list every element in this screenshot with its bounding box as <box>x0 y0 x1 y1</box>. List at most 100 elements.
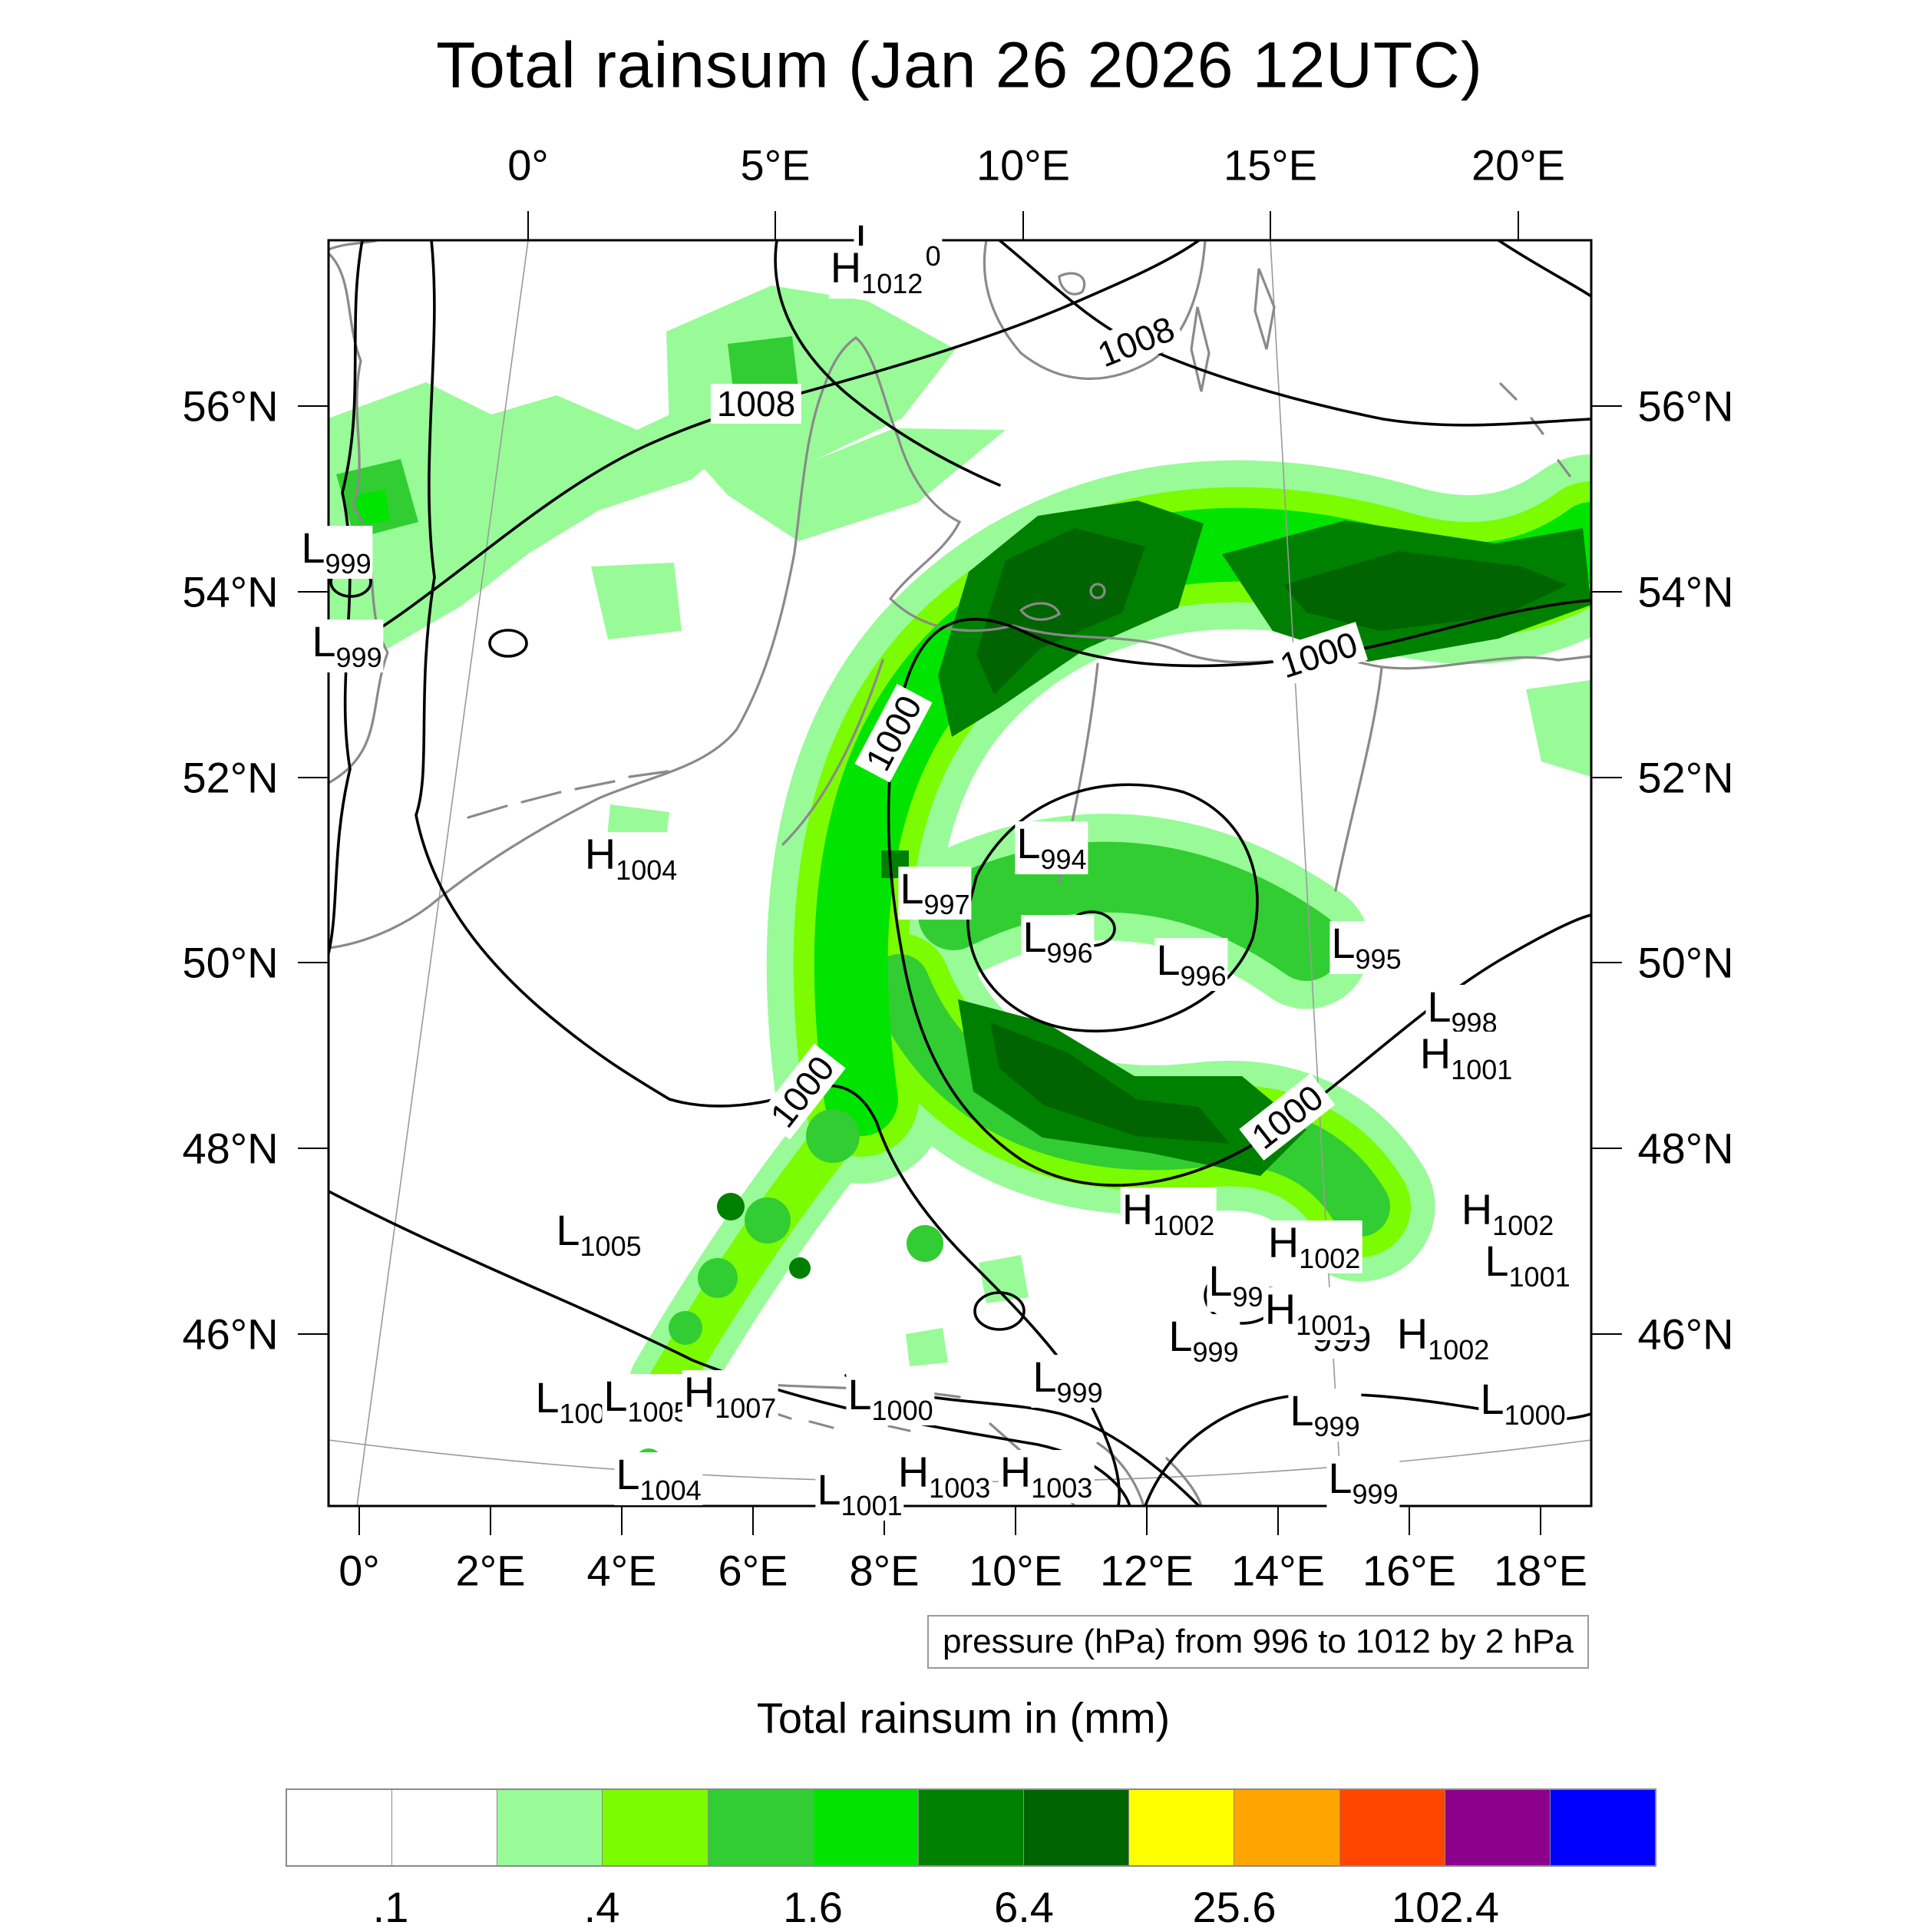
pressure-system-label: H1002 <box>1120 1187 1217 1241</box>
bottom-axis-label: 10°E <box>968 1546 1063 1595</box>
pressure-value: 1002 <box>1428 1334 1490 1366</box>
pressure-value: 997 <box>923 889 970 921</box>
pressure-letter: L <box>535 1373 560 1422</box>
colorbar-cell <box>1550 1790 1656 1865</box>
precipitation-shading <box>329 286 1591 1504</box>
colorbar-tick-label: 25.6 <box>1192 1883 1277 1931</box>
top-axis-label: 10°E <box>976 140 1071 190</box>
pressure-value: 999 <box>1313 1411 1360 1443</box>
bottom-axis-label: 6°E <box>718 1546 788 1595</box>
right-axis-tick <box>1591 1333 1622 1335</box>
pressure-legend: pressure (hPa) from 996 to 1012 by 2 hPa <box>927 1615 1589 1669</box>
pressure-value: 1001 <box>841 1490 903 1522</box>
pressure-value: 1012 <box>861 268 923 300</box>
colorbar-cell <box>1445 1790 1551 1865</box>
bottom-axis-tick <box>1277 1506 1279 1535</box>
pressure-letter: L <box>1485 1237 1509 1286</box>
pressure-letter: H <box>1396 1309 1429 1359</box>
left-axis-tick <box>298 1333 329 1335</box>
pressure-letter: L <box>1016 819 1041 868</box>
pressure-value: 1001 <box>1296 1309 1358 1342</box>
isobar-value-label: 1000 <box>1269 621 1369 689</box>
pressure-letter: H <box>1461 1185 1493 1234</box>
pressure-value: 1005 <box>627 1396 689 1428</box>
pressure-letter: L <box>312 617 336 666</box>
pressure-letter: L <box>603 1372 628 1421</box>
left-axis-label: 46°N <box>182 1309 279 1359</box>
pressure-letter: L <box>1022 913 1047 962</box>
pressure-letter: L <box>847 1370 872 1419</box>
colorbar-cell <box>708 1790 814 1865</box>
pressure-value: 1005 <box>580 1230 642 1263</box>
pressure-value: 1001 <box>1508 1261 1571 1293</box>
top-axis-tick <box>1022 211 1024 240</box>
pressure-value: 999 <box>325 548 372 580</box>
right-axis-tick <box>1591 777 1622 778</box>
top-axis-label: 5°E <box>740 140 811 190</box>
right-axis-label: 50°N <box>1637 938 1734 987</box>
left-axis-tick <box>298 777 329 778</box>
pressure-system-label: H1002 <box>1459 1185 1556 1242</box>
bottom-axis-label: 16°E <box>1362 1546 1457 1595</box>
pressure-letter: L <box>556 1206 580 1255</box>
pressure-system-label: L994 <box>1015 819 1088 875</box>
right-axis-tick <box>1591 591 1622 593</box>
bottom-axis-tick <box>1146 1506 1148 1535</box>
isobar-value-label: 1008 <box>710 384 802 424</box>
left-axis-tick <box>298 405 329 407</box>
pressure-letter: H <box>683 1368 715 1417</box>
colorbar-tick-label: .1 <box>372 1883 409 1931</box>
pressure-value: 999 <box>1192 1336 1239 1369</box>
pressure-system-label: H1004 <box>583 832 679 886</box>
pressure-system-label: H1001 <box>1418 1032 1514 1085</box>
pressure-letter: L <box>900 864 924 913</box>
bottom-axis-label: 8°E <box>849 1546 920 1595</box>
pressure-value: 1002 <box>1492 1210 1554 1242</box>
bottom-axis-label: 12°E <box>1099 1546 1194 1595</box>
colorbar <box>286 1788 1656 1867</box>
pressure-value: 995 <box>1355 943 1402 976</box>
top-axis-tick <box>775 211 776 240</box>
left-axis-label: 50°N <box>182 938 279 987</box>
pressure-value: 1000 <box>871 1395 933 1427</box>
coastlines <box>329 240 1591 1506</box>
right-axis-label: 46°N <box>1637 1309 1734 1359</box>
bottom-axis-tick <box>490 1506 491 1535</box>
plot-title: Total rainsum (Jan 26 2026 12UTC) <box>436 28 1483 101</box>
isobar-value-label: 1008 <box>1086 305 1186 378</box>
pressure-letter: L <box>817 1465 841 1514</box>
pressure-value: 999 <box>335 642 382 674</box>
colorbar-cell <box>287 1790 393 1865</box>
colorbar-cell <box>392 1790 498 1865</box>
pressure-system-label: L995 <box>1329 919 1403 976</box>
pressure-system-label: L996 <box>1021 913 1095 969</box>
colorbar-cell <box>1234 1790 1340 1865</box>
bottom-axis-tick <box>1015 1506 1016 1535</box>
pressure-letter: L <box>1032 1352 1057 1402</box>
pressure-value: 1004 <box>639 1475 702 1507</box>
colorbar-cell <box>813 1790 919 1865</box>
pressure-system-label: H1003 <box>896 1448 993 1504</box>
colorbar-cell <box>1024 1790 1130 1865</box>
bottom-axis-tick <box>621 1506 623 1535</box>
pressure-letter: L <box>1331 919 1356 968</box>
colorbar-tick-label: 6.4 <box>994 1883 1054 1931</box>
colorbar-cell <box>1129 1790 1235 1865</box>
left-axis-label: 52°N <box>182 753 279 802</box>
pressure-letter: H <box>897 1448 930 1497</box>
pressure-letter: L <box>1156 936 1181 985</box>
pressure-letter: H <box>1264 1285 1296 1334</box>
pressure-system-label: L999 <box>299 526 373 580</box>
pressure-letter: L <box>1328 1454 1353 1503</box>
right-axis-label: 54°N <box>1637 567 1734 616</box>
pressure-system-label: L999 <box>1167 1314 1240 1369</box>
bottom-axis-tick <box>752 1506 754 1535</box>
pressure-system-label: L999 <box>310 617 384 674</box>
colorbar-tick-label: .4 <box>583 1883 620 1931</box>
top-axis-label: 20°E <box>1471 140 1566 190</box>
pressure-system-label: L1001 <box>815 1465 904 1522</box>
pressure-letter: L <box>1427 983 1452 1032</box>
colorbar-cell <box>918 1790 1025 1865</box>
